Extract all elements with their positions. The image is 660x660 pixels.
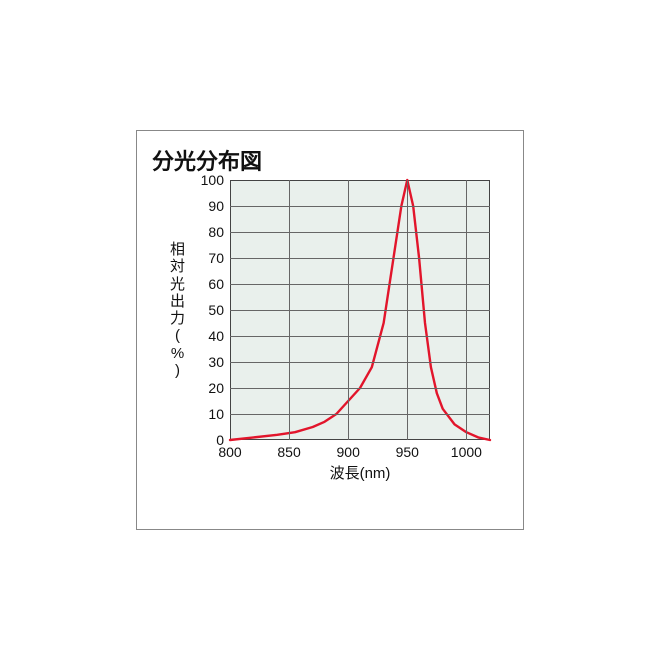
ytick-label: 70	[190, 250, 224, 266]
grid-h	[230, 310, 490, 311]
grid-v	[289, 180, 290, 440]
x-axis-label: 波長(nm)	[330, 462, 391, 483]
xtick-label: 950	[396, 444, 419, 460]
grid-h	[230, 258, 490, 259]
ytick-label: 10	[190, 406, 224, 422]
grid-v	[348, 180, 349, 440]
xtick-label: 800	[218, 444, 241, 460]
grid-h	[230, 284, 490, 285]
ytick-label: 50	[190, 302, 224, 318]
ytick-label: 60	[190, 276, 224, 292]
grid-h	[230, 206, 490, 207]
ytick-label: 20	[190, 380, 224, 396]
ytick-label: 90	[190, 198, 224, 214]
grid-h	[230, 336, 490, 337]
ytick-label: 40	[190, 328, 224, 344]
grid-v	[466, 180, 467, 440]
grid-h	[230, 388, 490, 389]
xtick-label: 900	[336, 444, 359, 460]
ytick-label: 80	[190, 224, 224, 240]
xtick-label: 850	[277, 444, 300, 460]
grid-h	[230, 232, 490, 233]
ytick-label: 30	[190, 354, 224, 370]
grid-v	[407, 180, 408, 440]
plot-area	[230, 180, 490, 440]
xtick-label: 1000	[451, 444, 482, 460]
ytick-label: 100	[190, 172, 224, 188]
grid-h	[230, 414, 490, 415]
grid-h	[230, 362, 490, 363]
y-axis-label: 相対光出力(%)	[170, 241, 185, 379]
chart-canvas: { "panel": { "left": 136, "top": 130, "w…	[0, 0, 660, 660]
